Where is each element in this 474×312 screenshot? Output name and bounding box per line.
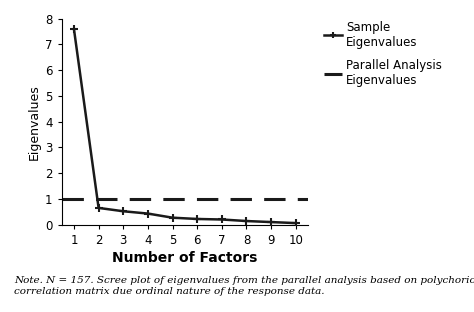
Text: Note. N = 157. Scree plot of eigenvalues from the parallel analysis based on pol: Note. N = 157. Scree plot of eigenvalues… — [14, 276, 474, 295]
Y-axis label: Eigenvalues: Eigenvalues — [28, 84, 41, 159]
X-axis label: Number of Factors: Number of Factors — [112, 251, 257, 265]
Legend: Sample
Eigenvalues, Parallel Analysis
Eigenvalues: Sample Eigenvalues, Parallel Analysis Ei… — [324, 21, 442, 87]
